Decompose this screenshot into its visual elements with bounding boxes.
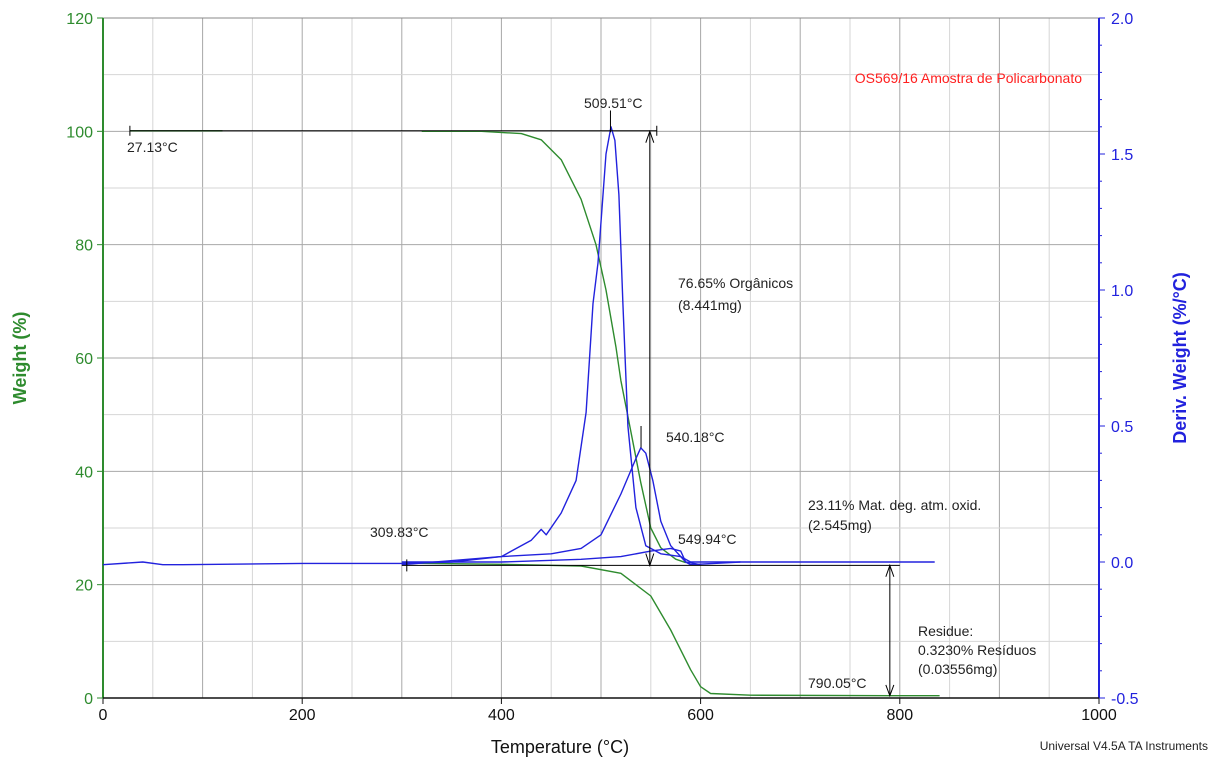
chart-title: OS569/16 Amostra de Policarbonato <box>855 70 1082 86</box>
y2-tick-label: 1.5 <box>1111 147 1133 164</box>
annotation-residue-label: Residue: <box>918 623 973 639</box>
y-tick-label: 20 <box>75 578 93 595</box>
annotation-lines <box>129 110 900 698</box>
residue-arrow-top <box>885 563 895 577</box>
axes: 0 200 400 600 800 1000 0 20 40 60 80 100 120 -0.5 0.0 0… <box>66 11 1138 724</box>
x-tick-label: 200 <box>289 707 316 724</box>
y2-tick-label: 0.5 <box>1111 419 1133 436</box>
annotation-residue-mass: (0.03556mg) <box>918 661 997 677</box>
annotation-oxid-pct: 23.11% Mat. deg. atm. oxid. <box>808 497 981 513</box>
annotation-organics-mass: (8.441mg) <box>678 297 742 313</box>
y-tick-label: 80 <box>75 238 93 255</box>
annotation-end-temp: 549.94°C <box>678 531 737 547</box>
annotation-residue-temp: 790.05°C <box>808 675 867 691</box>
y-axis-title: Weight (%) <box>10 312 30 405</box>
annotation-organics-pct: 76.65% Orgânicos <box>678 275 793 291</box>
x-tick-label: 1000 <box>1081 707 1117 724</box>
x-tick-label: 800 <box>886 707 913 724</box>
y-tick-label: 40 <box>75 464 93 481</box>
series-line-4 <box>401 447 701 566</box>
series-line-3 <box>102 126 741 566</box>
annotation-oxid-mass: (2.545mg) <box>808 517 872 533</box>
footer-credit: Universal V4.5A TA Instruments <box>1040 739 1208 753</box>
grid <box>103 18 1099 698</box>
annotation-peak-temp: 509.51°C <box>584 95 643 111</box>
y2-axis-title: Deriv. Weight (%/°C) <box>1170 272 1190 444</box>
annotation-start-temp: 27.13°C <box>127 139 178 155</box>
y2-tick-label: 0.0 <box>1111 555 1133 572</box>
residue-arrow-bottom <box>885 684 895 698</box>
x-tick-label: 0 <box>99 707 108 724</box>
y-tick-label: 60 <box>75 351 93 368</box>
series-line-5 <box>401 547 935 566</box>
x-axis-title: Temperature (°C) <box>491 737 629 757</box>
annotation-onset-temp: 309.83°C <box>370 524 429 540</box>
x-tick-label: 400 <box>488 707 515 724</box>
y-tick-label: 120 <box>66 11 93 28</box>
annotation-second-peak: 540.18°C <box>666 429 725 445</box>
y-tick-label: 0 <box>84 691 93 708</box>
series-line-1 <box>421 130 686 564</box>
x-tick-label: 600 <box>687 707 714 724</box>
y2-tick-label: 2.0 <box>1111 11 1133 28</box>
y2-tick-label: 1.0 <box>1111 283 1133 300</box>
y2-tick-label: -0.5 <box>1111 691 1139 708</box>
y-tick-label: 100 <box>66 124 93 141</box>
organics-arrow-top <box>645 129 655 143</box>
annotation-residue-pct: 0.3230% Resíduos <box>918 642 1036 658</box>
data-series <box>102 126 940 697</box>
